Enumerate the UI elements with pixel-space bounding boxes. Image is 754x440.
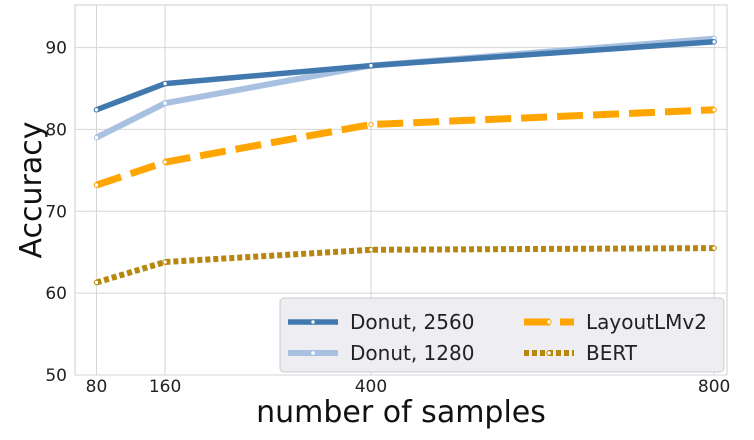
series-lines: [93, 35, 717, 286]
data-point: [162, 159, 168, 165]
series-line-2: [95, 106, 715, 189]
legend: Donut, 2560 Donut, 1280 LayoutLMv2 BERT: [279, 297, 725, 373]
x-tick-labels: 80 160 400 800: [86, 377, 731, 397]
x-tick-label: 800: [698, 377, 730, 397]
legend-marker-0: [310, 319, 316, 325]
legend-marker-1: [310, 350, 316, 356]
data-point: [93, 134, 100, 141]
legend-marker-3: [546, 350, 552, 356]
data-point: [711, 107, 717, 113]
legend-box: [279, 297, 725, 373]
data-point: [711, 245, 717, 251]
data-point: [368, 121, 374, 128]
x-axis-title: number of samples: [256, 395, 546, 430]
legend-label-1: Donut, 1280: [350, 341, 474, 365]
data-point: [368, 247, 374, 253]
data-point: [93, 279, 100, 286]
data-point: [162, 100, 168, 106]
y-tick-labels: 50 60 70 80 90: [45, 39, 67, 386]
legend-label-2: LayoutLMv2: [586, 310, 707, 334]
x-tick-label: 80: [86, 377, 108, 397]
y-tick-label: 70: [45, 202, 67, 222]
y-axis-title: Accuracy: [14, 122, 49, 259]
data-point: [368, 62, 374, 69]
y-tick-label: 60: [45, 284, 67, 304]
data-point: [711, 39, 717, 45]
series-line-3: [95, 245, 715, 286]
data-point: [162, 259, 168, 265]
data-point: [93, 182, 100, 188]
x-tick-label: 400: [355, 377, 387, 397]
series-line-0: [95, 39, 715, 113]
data-point: [93, 107, 100, 113]
data-point: [162, 80, 168, 87]
legend-label-0: Donut, 2560: [350, 310, 474, 334]
y-tick-label: 90: [45, 39, 67, 59]
legend-label-3: BERT: [586, 341, 638, 365]
y-tick-label: 50: [45, 366, 67, 386]
y-tick-label: 80: [45, 120, 67, 140]
legend-marker-2: [546, 319, 552, 325]
x-tick-label: 160: [149, 377, 181, 397]
